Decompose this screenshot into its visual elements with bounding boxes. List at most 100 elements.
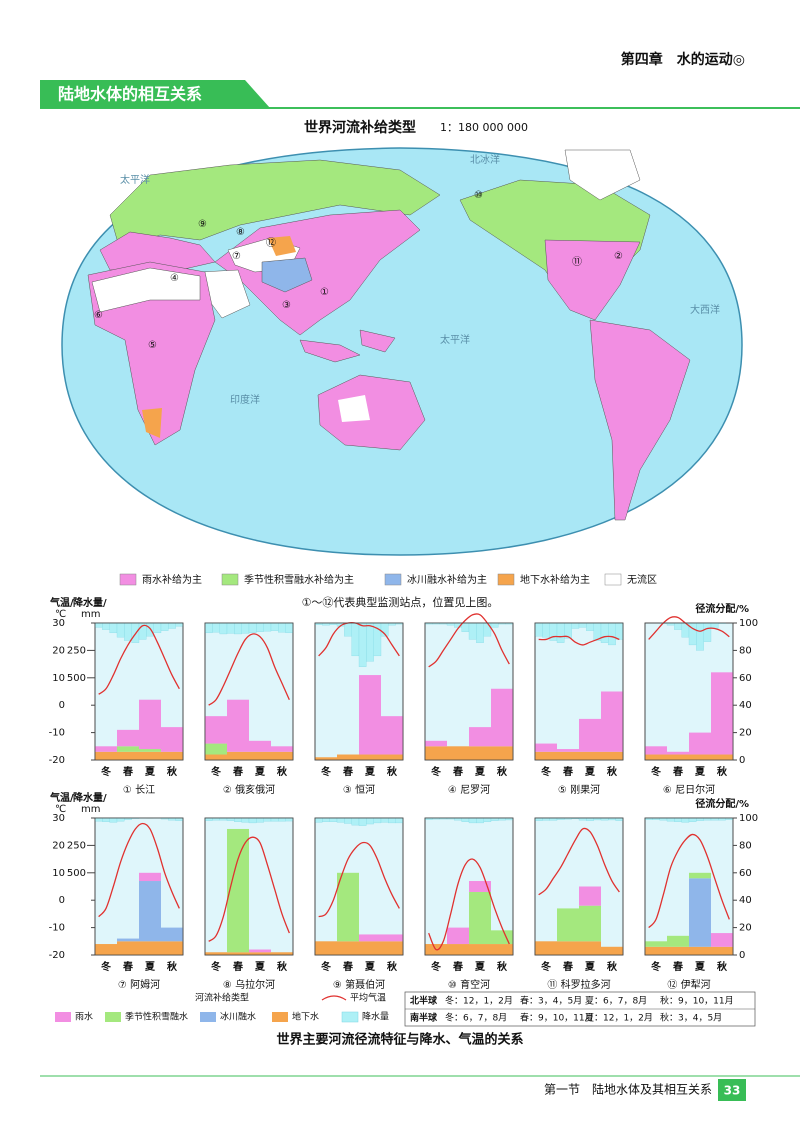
season-label: 夏 <box>584 766 596 778</box>
precip-axis-unit: mm <box>81 804 100 815</box>
season-label: 冬 <box>651 960 661 973</box>
season-label: 冬 <box>541 960 551 973</box>
station: ⑧ <box>236 227 245 238</box>
precip-bar <box>666 817 675 822</box>
charts: 冬春夏秋① 长江-20-100102030250500气温/℃降水量/mm冬春夏… <box>49 596 758 991</box>
season-months: 春：9，10，11月 <box>520 1012 594 1024</box>
legend-label: 冰川融水补给为主 <box>407 573 487 586</box>
precip-bar <box>270 817 279 822</box>
legend-label: 降水量 <box>362 1011 389 1023</box>
plot-frame <box>534 622 624 761</box>
runoff-segment <box>117 746 139 752</box>
river-name: ⑨ 第聂伯河 <box>333 978 385 991</box>
precip-bar <box>219 622 228 635</box>
legend-swatch <box>221 573 239 586</box>
runoff-segment <box>227 828 249 953</box>
station: ② <box>614 251 623 262</box>
runoff-segment <box>711 672 733 755</box>
season-rows: 北半球 冬：12，1，2月 春：3，4，5月 夏：6，7，8月 秋：9，10，11月南半… <box>410 995 734 1024</box>
runoff-segment <box>579 718 601 752</box>
river-name: ④ 尼罗河 <box>448 784 490 796</box>
runoff-segment <box>139 751 161 760</box>
precip-bar <box>688 817 697 822</box>
runoff-axis-label: 径流分配/% <box>695 602 749 615</box>
runoff-segment <box>315 941 337 955</box>
precip-bar <box>615 817 624 821</box>
precip-bar <box>571 622 580 629</box>
precip-bar <box>322 817 330 822</box>
temp-tick-label: 0 <box>59 895 65 906</box>
runoff-segment <box>667 751 689 755</box>
precip-bar <box>476 622 484 643</box>
season-label: 秋 <box>167 765 178 778</box>
plot-frame <box>204 817 294 956</box>
temp-tick-label: 30 <box>52 618 65 629</box>
precip-bar <box>696 622 704 651</box>
precip-bar <box>388 817 396 824</box>
runoff-segment <box>139 872 161 882</box>
season-label: 秋 <box>717 960 728 973</box>
season-label: 冬 <box>211 960 221 973</box>
runoff-segment <box>491 688 513 747</box>
season-label: 夏 <box>144 766 156 778</box>
precip-bar <box>94 817 103 822</box>
precip-bar <box>131 622 140 643</box>
season-label: 秋 <box>497 765 508 778</box>
season-label: 冬 <box>651 765 661 778</box>
precip-bar <box>168 622 176 629</box>
precip-axis-unit: mm <box>81 609 100 620</box>
temp-tick-label: 0 <box>59 700 65 711</box>
season-months: 秋：9，10，11月 <box>660 995 734 1007</box>
plot-frame <box>424 817 514 956</box>
river-name: ⑤ 刚果河 <box>558 784 600 796</box>
runoff-segment <box>271 751 293 760</box>
river-name: ③ 恒河 <box>343 783 375 796</box>
legend-swatch <box>272 1012 288 1022</box>
runoff-segment <box>689 946 711 955</box>
precip-bar <box>681 817 690 823</box>
runoff-segment <box>425 740 447 747</box>
runoff-segment <box>425 746 447 760</box>
plot-frame <box>204 622 294 761</box>
runoff-segment <box>689 754 711 760</box>
precip-bar <box>344 622 352 637</box>
runoff-segment <box>645 946 667 955</box>
river-name: ② 俄亥俄河 <box>223 783 275 796</box>
runoff-segment <box>139 881 161 942</box>
runoff-segment <box>491 746 513 760</box>
runoff-segment <box>447 927 469 945</box>
runoff-segment <box>469 891 491 945</box>
season-label: 冬 <box>541 765 551 778</box>
season-label: 秋 <box>607 960 618 973</box>
river-name: ⑫ 伊犁河 <box>667 978 710 991</box>
precip-bar <box>102 817 110 822</box>
precip-bar <box>285 622 294 634</box>
runoff-segment <box>359 941 381 955</box>
season-label: 春 <box>343 765 353 778</box>
precip-bar <box>234 622 242 635</box>
precip-bar <box>542 622 550 638</box>
ocean-label: 北冰洋 <box>470 153 500 166</box>
temp-axis-label: 气温/ <box>49 596 74 609</box>
precip-bar <box>366 622 374 662</box>
precip-bar <box>380 817 389 823</box>
season-label: 秋 <box>277 765 288 778</box>
runoff-segment <box>139 749 161 752</box>
season-label: 春 <box>673 765 683 778</box>
river-name: ⑦ 阿姆河 <box>118 978 160 991</box>
precip-bar <box>578 622 587 628</box>
section-title: 陆地水体的相互关系 <box>58 85 202 104</box>
season-label: 秋 <box>607 765 618 778</box>
temp-tick-label: -20 <box>49 755 65 766</box>
precip-bar <box>534 622 543 637</box>
station: ④ <box>170 273 179 284</box>
legend-label: 地下水 <box>292 1011 319 1023</box>
runoff-segment <box>667 946 689 955</box>
runoff-segment <box>491 944 513 955</box>
runoff-segment <box>337 754 359 760</box>
runoff-segment <box>359 934 381 942</box>
runoff-segment <box>95 944 117 955</box>
station: ⑥ <box>94 310 103 321</box>
runoff-segment <box>381 934 403 942</box>
